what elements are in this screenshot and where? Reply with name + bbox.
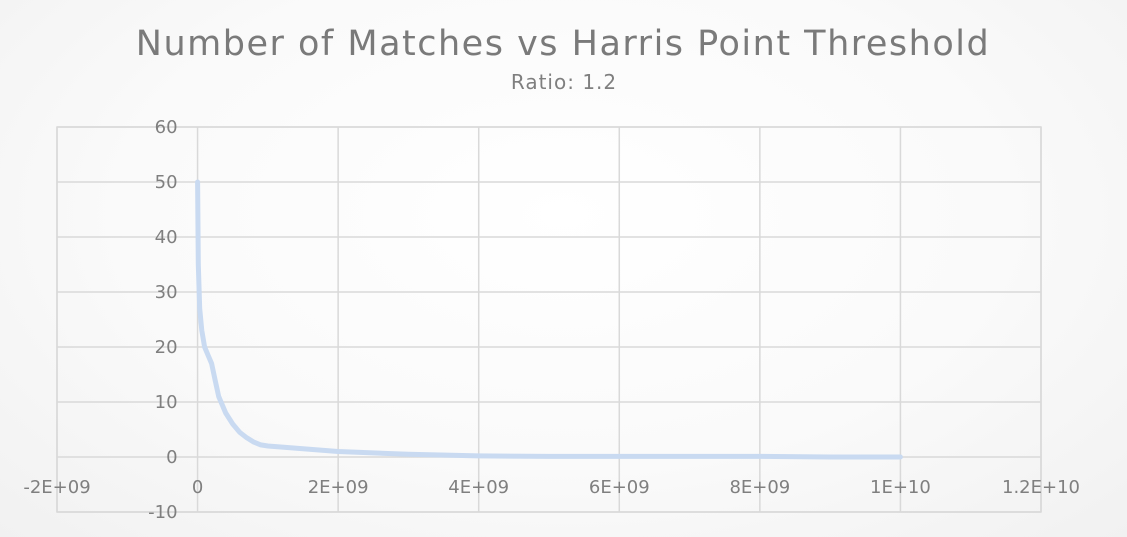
x-tick-label: 4E+09 bbox=[448, 477, 509, 498]
chart-subtitle: Ratio: 1.2 bbox=[511, 70, 617, 94]
x-tick-label: 1.2E+10 bbox=[1002, 477, 1080, 498]
x-tick-label: -2E+09 bbox=[23, 477, 90, 498]
x-tick-label: 2E+09 bbox=[308, 477, 369, 498]
y-tick-label: 50 bbox=[155, 172, 178, 193]
x-axis-ticks: -2E+09 0 2E+09 4E+09 6E+09 8E+09 1E+10 1.2E+10 bbox=[23, 477, 1080, 498]
y-tick-label: 0 bbox=[166, 447, 177, 468]
y-tick-label: 60 bbox=[155, 117, 178, 138]
series-line bbox=[195, 179, 903, 460]
y-tick-label: 10 bbox=[155, 392, 178, 413]
plot-border bbox=[56, 126, 1042, 513]
y-tick-label: -10 bbox=[148, 502, 177, 523]
x-tick-label: 0 bbox=[192, 477, 203, 498]
y-axis-ticks: -10 0 10 20 30 40 50 60 bbox=[148, 117, 177, 523]
chart-title: Number of Matches vs Harris Point Thresh… bbox=[136, 24, 990, 64]
y-tick-label: 20 bbox=[155, 337, 178, 358]
series-group bbox=[195, 179, 903, 460]
y-tick-label: 40 bbox=[155, 227, 178, 248]
x-tick-label: 8E+09 bbox=[729, 477, 790, 498]
y-tick-label: 30 bbox=[155, 282, 178, 303]
x-tick-label: 6E+09 bbox=[589, 477, 650, 498]
x-tick-label: 1E+10 bbox=[870, 477, 931, 498]
